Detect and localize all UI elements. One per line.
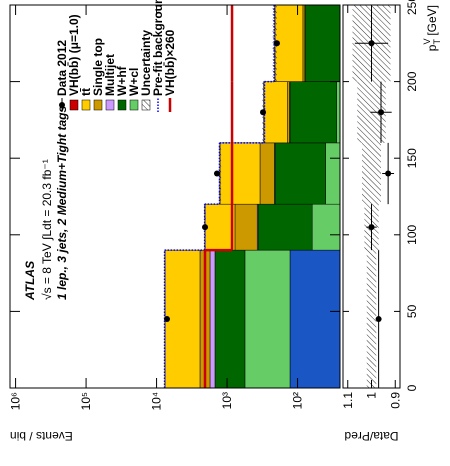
- y-tick-label: 10⁵: [79, 392, 93, 410]
- stack-bar: [234, 203, 258, 251]
- stack-bar: [289, 81, 337, 144]
- legend-swatch: [81, 99, 91, 111]
- ratio-axis-title: Data/Pred: [344, 429, 398, 443]
- ratio-tick-label: 1.1: [341, 392, 355, 409]
- ratio-panel: [352, 5, 395, 388]
- stack-bar: [259, 142, 275, 205]
- x-axis-title-unit: [GeV]: [425, 5, 439, 39]
- legend-label: Data 2012: [55, 40, 69, 96]
- ratio-point: [368, 40, 375, 47]
- annotation: 1 lep., 3 jets, 2 Medium+Tight tags: [55, 106, 69, 300]
- data-point: [202, 224, 209, 231]
- legend-swatch: [141, 99, 151, 111]
- annotation: ATLAS: [23, 261, 37, 301]
- y-tick-label: 10²: [291, 392, 305, 409]
- legend-label: VH(bb̄) (μ=1.0): [67, 14, 81, 96]
- ratio-point: [375, 316, 382, 323]
- y-tick-label: 10⁶: [9, 392, 23, 410]
- legend-label: W+cl: [127, 68, 141, 96]
- y-tick-label: 10³: [220, 392, 234, 409]
- legend-swatch: [93, 99, 103, 111]
- ratio-tick-label: 0.9: [388, 392, 402, 409]
- ratio-point: [385, 170, 392, 177]
- stack-bar: [287, 81, 290, 144]
- stack-bar: [204, 203, 236, 251]
- legend-swatch: [69, 99, 79, 111]
- x-axis-title-sub: T: [432, 39, 442, 45]
- stack-bar: [244, 249, 291, 388]
- main-frame: [9, 4, 341, 389]
- legend-label: Single top: [91, 38, 105, 96]
- stack-bar: [302, 5, 306, 82]
- x-tick-label: 100: [405, 224, 419, 244]
- data-point: [260, 109, 267, 116]
- legend-label: Pre-fit background: [151, 0, 165, 96]
- data-point: [273, 40, 280, 47]
- legend-label: W+hf: [115, 65, 129, 96]
- data-point: [213, 170, 220, 177]
- y-tick-label: 10⁴: [150, 392, 164, 411]
- ratio-point: [378, 109, 384, 116]
- stack-bar: [274, 142, 326, 205]
- x-axis-title: pVT [GeV]: [422, 5, 442, 51]
- x-axis-title-base: p: [425, 44, 439, 51]
- stack-bar: [214, 249, 246, 388]
- ratio-uncertainty: [366, 250, 377, 388]
- ratio-tick-label: 1: [365, 392, 379, 399]
- legend-label: VH(bb̄)×260: [163, 29, 177, 96]
- stack-bar: [209, 249, 216, 388]
- stack-bar: [257, 203, 313, 251]
- legend-label: tt̄: [79, 88, 93, 96]
- x-tick-label: 250: [405, 0, 419, 15]
- legend-label: Multijet: [103, 54, 117, 96]
- ratio-uncertainty: [362, 142, 381, 205]
- legend-label: Uncertainty: [139, 30, 153, 96]
- x-tick-label: 200: [405, 71, 419, 91]
- legend-swatch: [117, 99, 127, 111]
- data-point: [164, 316, 171, 323]
- x-axis-title-sup: V: [422, 39, 432, 45]
- x-tick-label: 50: [405, 304, 419, 318]
- annotation: √s = 8 TeV ∫Ldt = 20.3 fb⁻¹: [40, 159, 54, 300]
- legend-swatch: [129, 99, 139, 111]
- stack-bar: [263, 81, 288, 144]
- legend-swatch: [105, 99, 115, 111]
- y-axis-title: Events / bin: [10, 429, 73, 443]
- stack-bar: [164, 249, 201, 388]
- ratio-point: [368, 224, 375, 231]
- x-tick-label: 0: [405, 384, 419, 391]
- stack-bar: [219, 142, 261, 205]
- plot-area: 10² 10³ 10⁴ 10⁵ 10⁶ 0.9 1 1.1 0 50 100 150 200 250 Eve…: [9, 0, 442, 443]
- x-tick-label: 150: [405, 148, 419, 168]
